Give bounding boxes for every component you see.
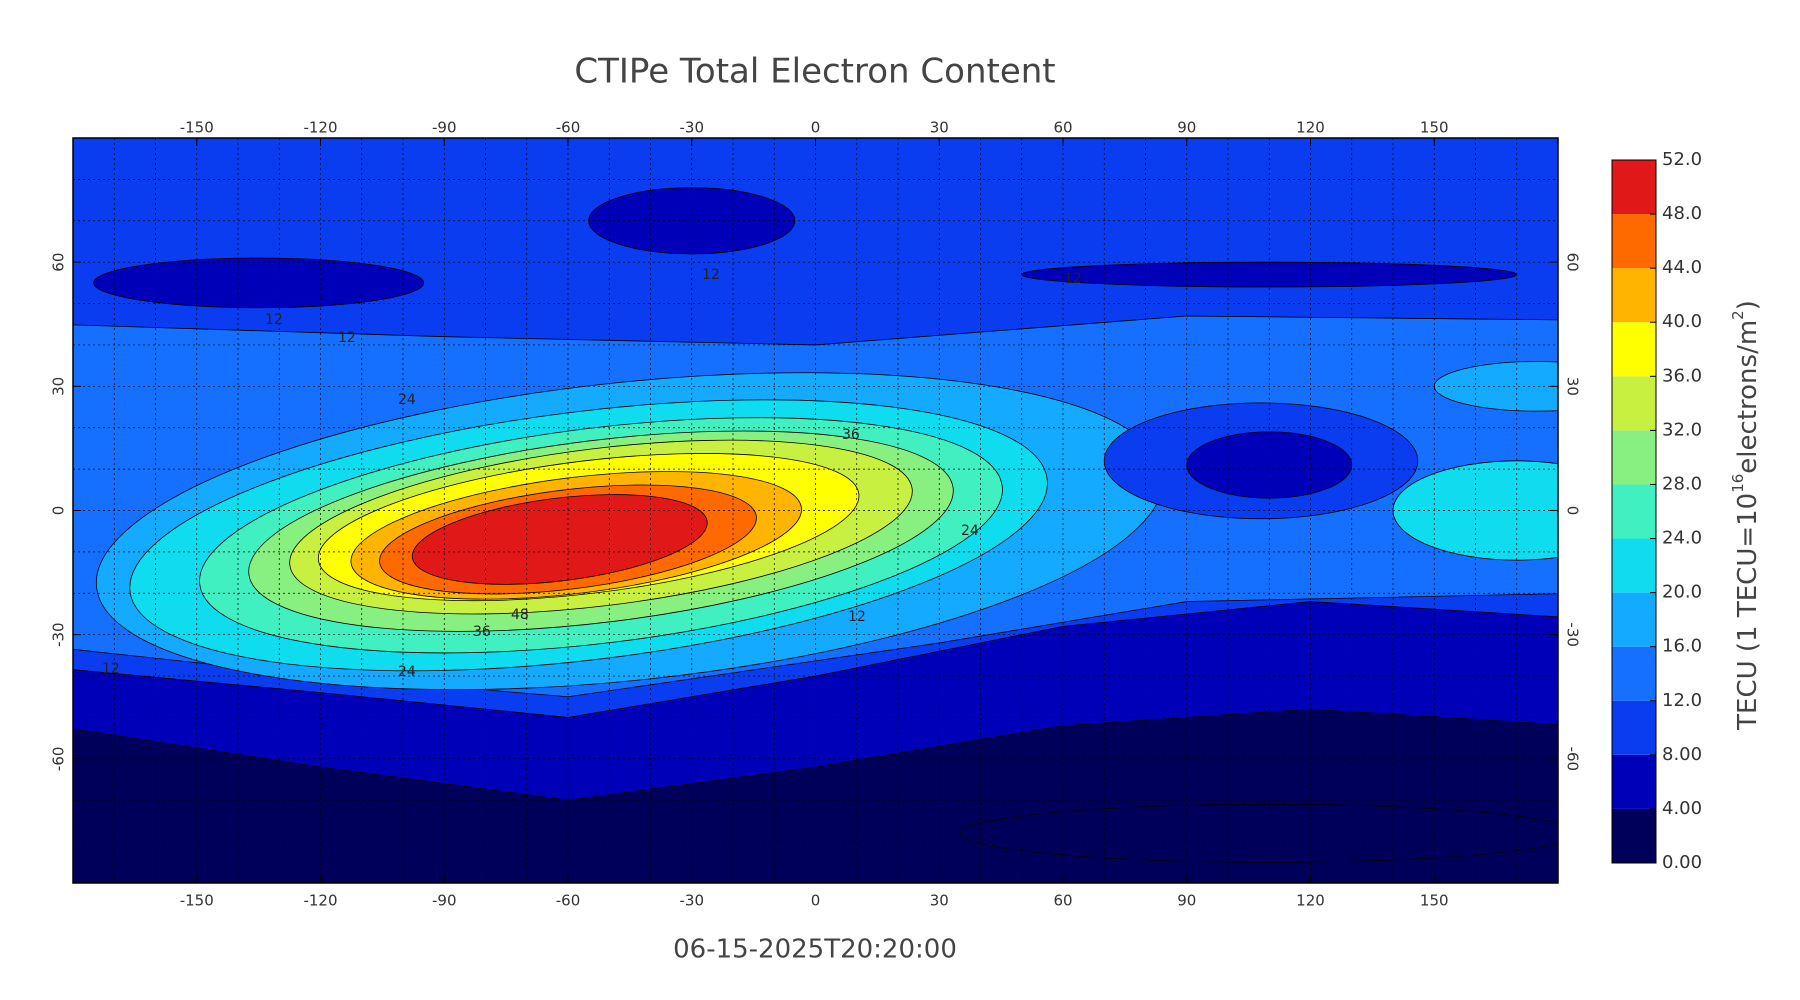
colorbar-tick-label: 48.0 (1662, 203, 1702, 224)
contour-label: 36 (842, 427, 860, 443)
colorbar-tick-label: 32.0 (1662, 419, 1702, 440)
label-part: 16 (1729, 474, 1747, 493)
colorbar-tick-label: 8.00 (1662, 744, 1702, 765)
lon-tick-label: 120 (1296, 892, 1325, 910)
lat-tick-label: -30 (1564, 622, 1582, 647)
colorbar-band (1612, 754, 1656, 809)
lon-tick-label: -30 (680, 119, 705, 137)
band (93, 257, 425, 309)
band (411, 494, 708, 585)
lon-tick-label: -120 (303, 119, 337, 137)
colorbar-tick-label: 28.0 (1662, 473, 1702, 494)
colorbar-band (1612, 700, 1656, 755)
contour-label: 24 (398, 664, 416, 680)
colorbar-tick-label: 16.0 (1662, 636, 1702, 657)
contour-label: 12 (102, 661, 120, 677)
lon-tick-label: 150 (1420, 892, 1449, 910)
label-part: electrons/m (1733, 320, 1763, 474)
band (1433, 361, 1558, 412)
lon-tick-label: 30 (930, 892, 949, 910)
lon-tick-label: 60 (1053, 892, 1072, 910)
lon-tick-label: 60 (1053, 119, 1072, 137)
timestamp: 06-15-2025T20:20:00 (673, 935, 957, 965)
colorbar-frame (1611, 159, 1657, 864)
colorbar-tick-label: 0.00 (1662, 852, 1702, 873)
colorbar-band (1612, 376, 1656, 431)
lat-tick-label: 0 (50, 506, 68, 516)
contour-label: 12 (338, 330, 356, 346)
lon-tick-label: -60 (556, 892, 581, 910)
lat-tick-label: 60 (50, 253, 68, 272)
lat-tick-label: -60 (50, 747, 68, 772)
colorbar-band (1612, 808, 1656, 863)
colorbar-tick-label: 36.0 (1662, 365, 1702, 386)
lat-tick-label: -60 (1564, 747, 1582, 772)
lon-tick-label: -120 (303, 892, 337, 910)
graticule (73, 138, 1558, 883)
colorbar-band (1612, 268, 1656, 323)
lon-tick-label: 0 (811, 119, 821, 137)
label-part: 2 (1729, 310, 1747, 320)
lat-tick-label: 60 (1564, 253, 1582, 272)
contour-label: 12 (848, 609, 866, 625)
colorbar-band (1612, 592, 1656, 647)
label-part: TECU (1 TECU=10 (1733, 493, 1763, 731)
contour-label: 48 (511, 607, 529, 623)
colorbar-tick-label: 4.00 (1662, 798, 1702, 819)
colorbar-band (1612, 160, 1656, 215)
contour-label: 24 (961, 523, 979, 539)
title: CTIPe Total Electron Content (574, 52, 1055, 92)
lon-tick-label: -60 (556, 119, 581, 137)
contour-label: 12 (702, 267, 720, 283)
lat-tick-label: 0 (1564, 506, 1582, 516)
colorbar-band (1612, 538, 1656, 593)
lat-tick-label: -30 (50, 622, 68, 647)
contour-label: 24 (398, 392, 416, 408)
lon-tick-label: 30 (930, 119, 949, 137)
colorbar-tick-label: 52.0 (1662, 149, 1702, 170)
label-part: ) (1733, 300, 1763, 310)
lon-tick-label: 150 (1420, 119, 1449, 137)
lon-tick-label: 0 (811, 892, 821, 910)
colorbar-band (1612, 484, 1656, 539)
colorbar-band (1612, 430, 1656, 485)
colorbar-tick-label: 44.0 (1662, 257, 1702, 278)
contour-label: 12 (265, 312, 283, 328)
colorbar-band (1612, 646, 1656, 701)
lon-tick-label: -90 (432, 892, 457, 910)
lat-tick-label: 30 (1564, 377, 1582, 396)
lon-tick-label: -150 (180, 119, 214, 137)
colorbar-label: TECU (1 TECU=1016electrons/m2) (1729, 300, 1763, 731)
lon-tick-label: -30 (680, 892, 705, 910)
colorbar-band (1612, 322, 1656, 377)
band (1392, 460, 1558, 561)
lon-tick-label: 120 (1296, 119, 1325, 137)
colorbar-tick-label: 12.0 (1662, 690, 1702, 711)
colorbar-tick-label: 40.0 (1662, 311, 1702, 332)
colorbar-band (1612, 214, 1656, 269)
colorbar-tick-label: 24.0 (1662, 528, 1702, 549)
lon-tick-label: -90 (432, 119, 457, 137)
contour-label: 36 (473, 624, 491, 640)
contour-labels: 12 12 12 12 24 24 24 36 36 48 12 12 (102, 267, 1082, 680)
colorbar-tick-label: 20.0 (1662, 582, 1702, 603)
lat-tick-label: 30 (50, 377, 68, 396)
lon-tick-label: -150 (180, 892, 214, 910)
lon-tick-label: 90 (1177, 119, 1196, 137)
lon-tick-label: 90 (1177, 892, 1196, 910)
contour-label: 12 (1064, 271, 1082, 287)
tec-field (73, 138, 1558, 883)
